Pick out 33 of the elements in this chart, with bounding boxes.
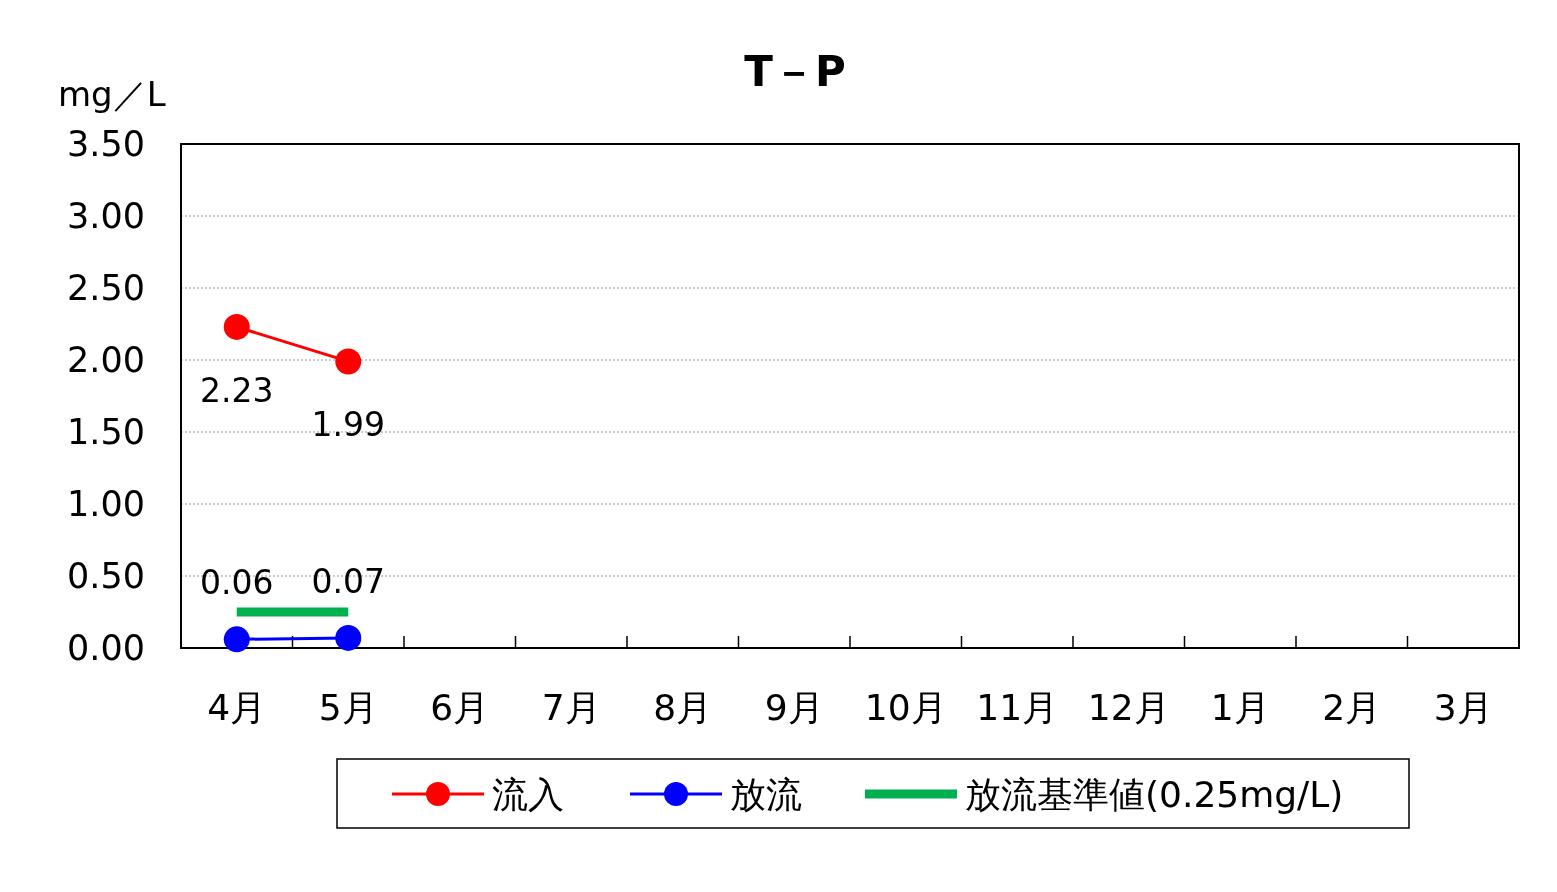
x-tick-label: 8月 [653,687,713,728]
point [223,313,250,340]
x-tick-label: 5月 [318,687,378,728]
x-tick-label: 2月 [1322,687,1382,728]
y-tick-label: 2.50 [67,268,145,308]
y-tick-label: 1.50 [67,412,145,452]
y-tick-label: 0.50 [67,556,145,596]
x-tick-label: 3月 [1433,687,1493,728]
chart-title: T－P [744,47,846,96]
y-axis-title: mg／L [58,74,166,114]
y-tick-label: 2.00 [67,340,145,380]
legend-label: 放流基準値(0.25mg/L) [965,774,1344,815]
y-tick-label: 1.00 [67,484,145,524]
x-tick-label: 6月 [430,687,490,728]
x-tick-label: 7月 [541,687,601,728]
point [223,626,250,653]
x-tick-label: 9月 [764,687,824,728]
data-label: 1.99 [311,405,385,445]
legend-label: 放流 [730,774,802,815]
data-label: 2.23 [200,370,274,410]
data-label: 0.06 [200,563,274,603]
legend-label: 流入 [492,774,564,815]
x-tick-label: 1月 [1210,687,1270,728]
data-label: 0.07 [311,561,385,601]
x-tick-label: 11月 [976,687,1059,728]
y-tick-label: 0.00 [67,628,145,668]
y-tick-label: 3.00 [67,196,145,236]
x-tick-label: 10月 [864,687,947,728]
y-tick-label: 3.50 [67,124,145,164]
point [335,624,362,651]
point [335,348,362,375]
x-tick-label: 4月 [207,687,267,728]
x-tick-label: 12月 [1087,687,1170,728]
